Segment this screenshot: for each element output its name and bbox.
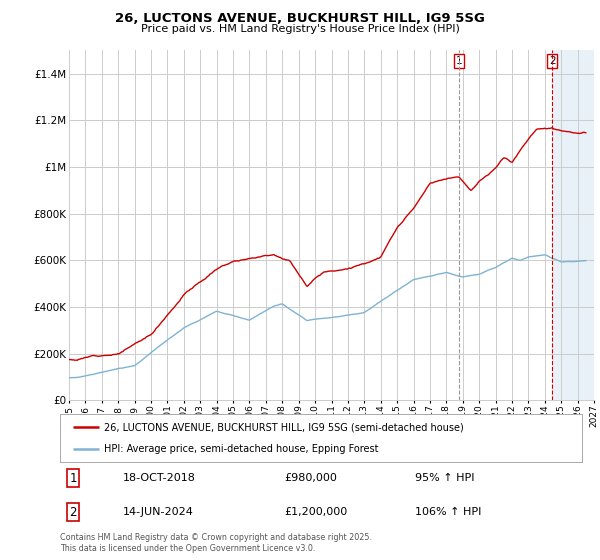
Text: 26, LUCTONS AVENUE, BUCKHURST HILL, IG9 5SG: 26, LUCTONS AVENUE, BUCKHURST HILL, IG9 … <box>115 12 485 25</box>
Text: 95% ↑ HPI: 95% ↑ HPI <box>415 473 475 483</box>
Text: 14-JUN-2024: 14-JUN-2024 <box>122 507 194 517</box>
Text: 1: 1 <box>456 55 463 66</box>
Text: £1,200,000: £1,200,000 <box>284 507 348 517</box>
Text: HPI: Average price, semi-detached house, Epping Forest: HPI: Average price, semi-detached house,… <box>104 444 379 454</box>
Text: 2: 2 <box>549 55 556 66</box>
Bar <box>552 50 600 400</box>
Text: Price paid vs. HM Land Registry's House Price Index (HPI): Price paid vs. HM Land Registry's House … <box>140 24 460 34</box>
Text: 106% ↑ HPI: 106% ↑ HPI <box>415 507 481 517</box>
Text: Contains HM Land Registry data © Crown copyright and database right 2025.
This d: Contains HM Land Registry data © Crown c… <box>60 533 372 553</box>
Text: 18-OCT-2018: 18-OCT-2018 <box>122 473 196 483</box>
Text: 1: 1 <box>70 472 77 485</box>
Text: 2: 2 <box>70 506 77 519</box>
Text: £980,000: £980,000 <box>284 473 337 483</box>
Text: 26, LUCTONS AVENUE, BUCKHURST HILL, IG9 5SG (semi-detached house): 26, LUCTONS AVENUE, BUCKHURST HILL, IG9 … <box>104 422 464 432</box>
